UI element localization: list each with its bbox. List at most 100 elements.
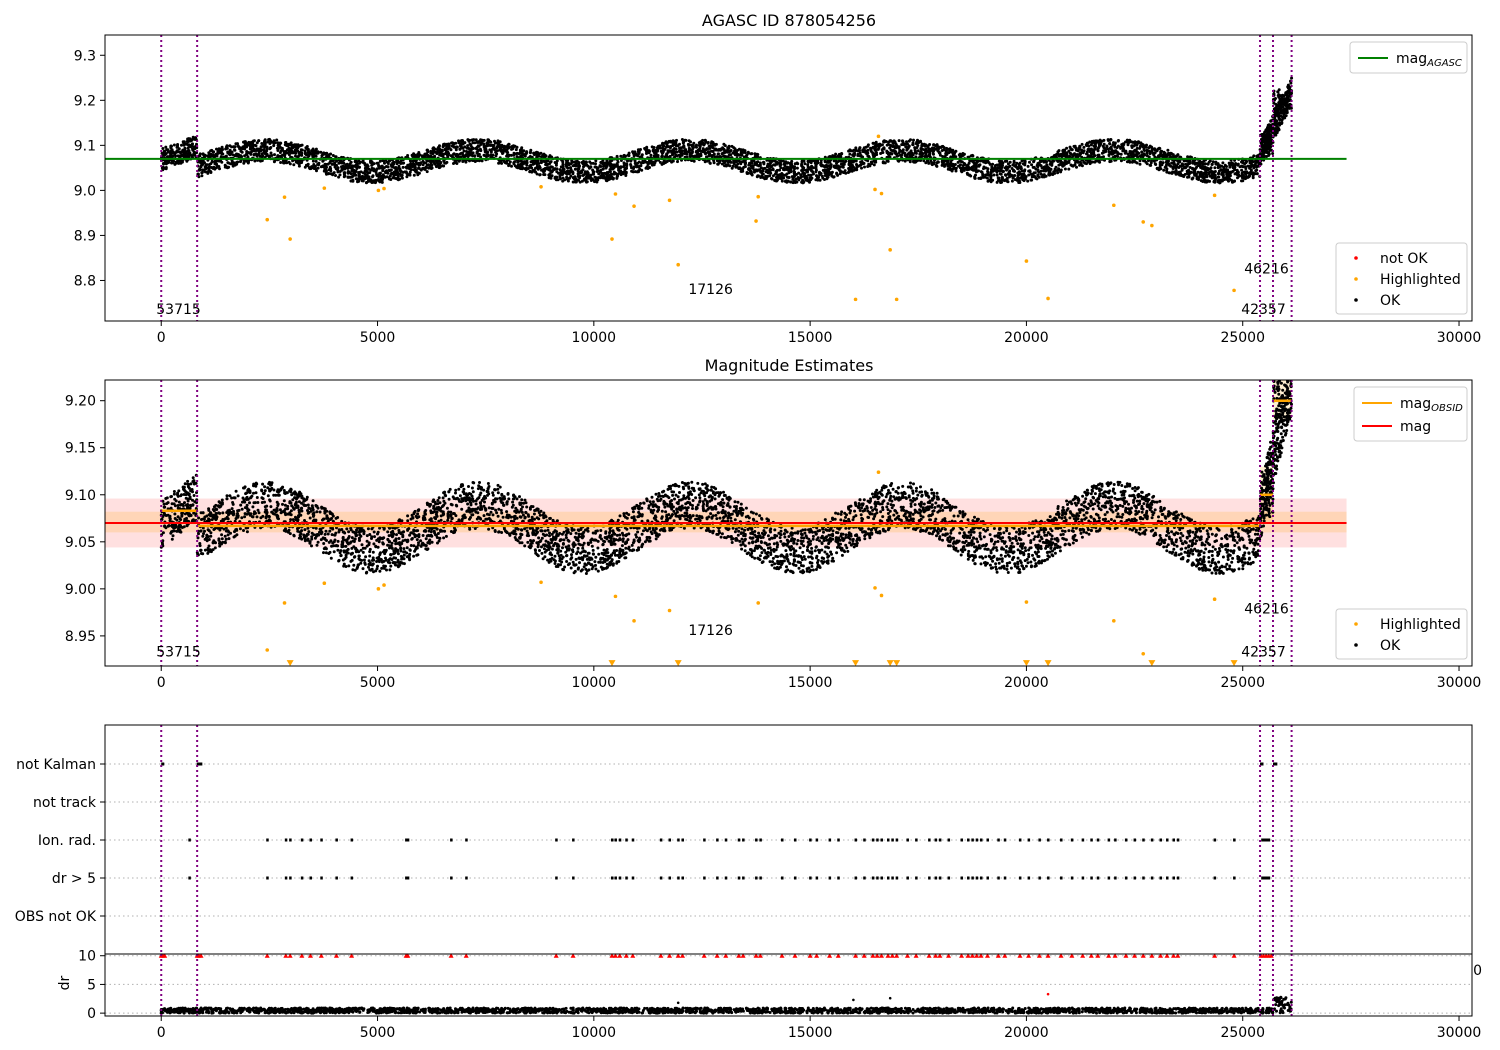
ok-point xyxy=(266,140,270,144)
ok-point xyxy=(532,153,536,157)
ok-point xyxy=(596,169,600,173)
ok-point xyxy=(807,173,811,177)
ok-point xyxy=(1138,154,1142,158)
ok-point xyxy=(1018,170,1021,174)
ok-point xyxy=(1165,161,1169,165)
ok-point xyxy=(680,149,684,153)
ok-point xyxy=(554,163,558,167)
ok-point xyxy=(437,166,441,169)
ok-point xyxy=(1098,143,1102,147)
ok-point xyxy=(198,152,202,156)
ok-point xyxy=(1193,172,1197,176)
ok-point xyxy=(252,139,256,143)
ok-point xyxy=(412,173,416,177)
ok-point xyxy=(491,153,495,157)
ok-point xyxy=(866,154,870,158)
ok-point xyxy=(1216,175,1220,179)
ok-point xyxy=(170,144,173,148)
ok-point xyxy=(371,168,375,172)
ok-point xyxy=(658,160,662,164)
ok-point xyxy=(711,153,715,157)
ok-point xyxy=(598,164,602,168)
ok-point xyxy=(872,163,876,167)
ok-point xyxy=(594,165,598,169)
ok-point xyxy=(912,138,915,142)
ok-point xyxy=(376,161,380,165)
ok-point xyxy=(825,163,829,167)
ok-point xyxy=(582,161,586,165)
ok-point xyxy=(493,141,497,145)
ok-point xyxy=(1000,175,1004,179)
ok-point xyxy=(888,151,892,155)
ok-point xyxy=(1185,164,1189,168)
ok-point xyxy=(589,165,593,169)
ok-point xyxy=(262,143,266,147)
ok-point xyxy=(667,145,671,149)
ok-point xyxy=(840,152,844,155)
ok-point xyxy=(1125,138,1129,142)
ok-point xyxy=(618,170,622,174)
ok-point xyxy=(894,142,898,146)
ok-point xyxy=(246,159,250,163)
ok-point xyxy=(1098,160,1102,164)
ok-point xyxy=(559,165,563,169)
ok-point xyxy=(1220,168,1224,172)
ok-point xyxy=(333,165,337,169)
ok-point xyxy=(314,159,318,163)
ok-point xyxy=(291,146,295,150)
ok-point xyxy=(349,160,353,164)
ok-point xyxy=(365,166,369,170)
ok-point xyxy=(405,166,409,170)
ok-point xyxy=(889,139,893,143)
ok-point xyxy=(182,143,186,147)
ok-point xyxy=(1003,173,1007,177)
ok-point xyxy=(231,153,235,157)
ok-point xyxy=(1174,166,1178,170)
ok-point xyxy=(225,145,229,149)
ok-point xyxy=(389,178,393,181)
ok-point xyxy=(1003,166,1007,170)
ok-point xyxy=(629,159,633,163)
ok-point xyxy=(361,171,365,175)
ok-point xyxy=(303,152,307,156)
ok-point xyxy=(1163,165,1167,169)
ok-point xyxy=(1202,159,1206,163)
ok-point xyxy=(429,155,433,159)
ok-point xyxy=(674,144,678,147)
ok-point xyxy=(514,152,518,156)
ok-point xyxy=(437,145,441,149)
ok-point xyxy=(918,152,922,156)
ok-point xyxy=(847,170,851,173)
ok-point xyxy=(181,148,185,152)
ok-point xyxy=(1059,168,1063,172)
ok-point xyxy=(531,160,535,164)
ok-point xyxy=(1102,149,1106,153)
ok-point xyxy=(1161,161,1165,165)
ok-point xyxy=(185,155,188,159)
ok-point xyxy=(843,171,847,175)
ok-point xyxy=(255,141,259,145)
ok-point xyxy=(1255,165,1258,169)
ok-point xyxy=(191,148,195,152)
ok-point xyxy=(549,160,553,164)
ok-point xyxy=(823,171,827,175)
ok-point xyxy=(900,143,904,147)
ok-point xyxy=(311,159,315,163)
ok-point xyxy=(510,164,513,168)
ok-point xyxy=(479,141,483,145)
ok-point xyxy=(372,162,376,166)
ok-point xyxy=(656,154,660,157)
ok-point xyxy=(349,175,353,179)
ok-point xyxy=(317,163,321,167)
ok-point xyxy=(451,144,455,148)
ok-point xyxy=(1234,171,1238,175)
ok-point xyxy=(668,154,672,158)
ok-point xyxy=(555,170,559,174)
ok-point xyxy=(1005,168,1008,172)
ok-point xyxy=(502,145,506,149)
ok-point xyxy=(1128,160,1132,163)
ok-point xyxy=(201,163,204,167)
ok-point xyxy=(799,176,802,180)
ok-point xyxy=(1081,151,1085,155)
ok-point xyxy=(1148,151,1152,154)
